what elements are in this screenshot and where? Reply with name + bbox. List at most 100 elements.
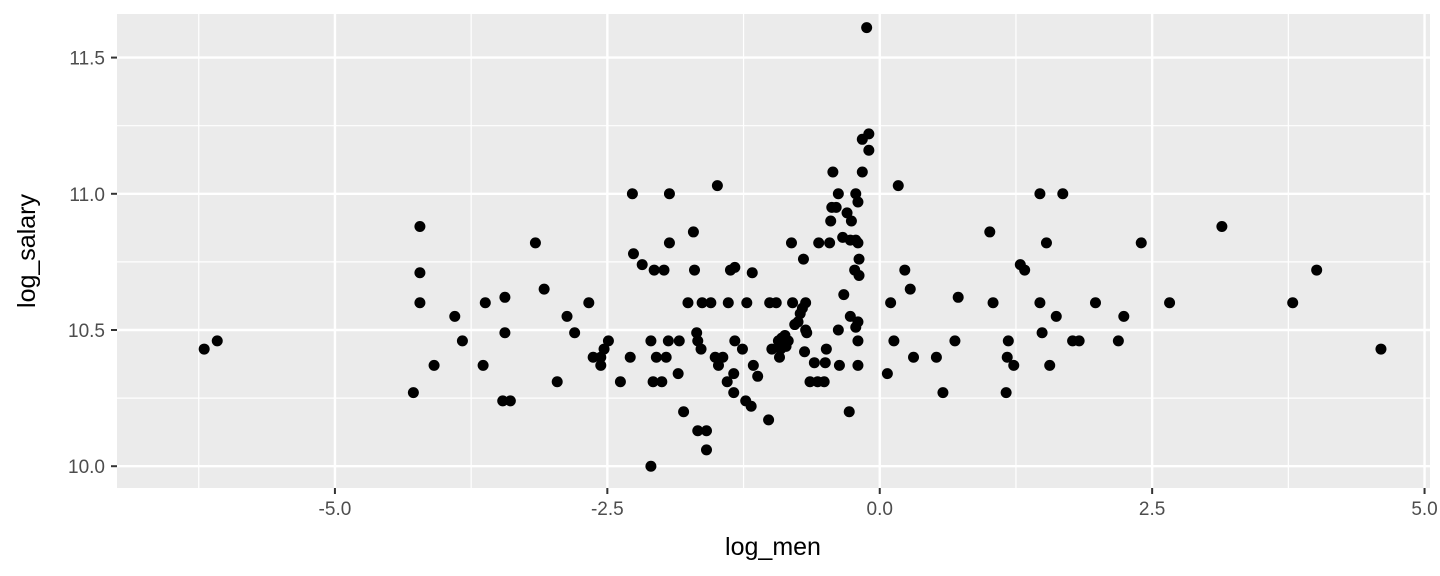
data-point xyxy=(198,343,210,355)
data-point xyxy=(662,335,674,347)
data-point xyxy=(852,359,864,371)
data-point xyxy=(497,395,509,407)
data-point xyxy=(687,226,699,238)
data-point xyxy=(1002,335,1014,347)
data-point xyxy=(1164,297,1176,309)
data-point xyxy=(1008,359,1020,371)
data-point xyxy=(717,351,729,363)
x-tick-label: -5.0 xyxy=(319,499,352,520)
data-point xyxy=(1118,310,1130,322)
data-point xyxy=(852,237,864,249)
data-point xyxy=(1287,297,1299,309)
data-point xyxy=(787,297,799,309)
data-point xyxy=(908,351,920,363)
data-point xyxy=(700,444,712,456)
data-point xyxy=(741,297,753,309)
data-point xyxy=(813,237,825,249)
data-point xyxy=(861,22,873,34)
data-point xyxy=(449,310,461,322)
data-point xyxy=(845,215,857,227)
data-point xyxy=(770,297,782,309)
data-point xyxy=(833,359,845,371)
data-point xyxy=(712,359,724,371)
data-point xyxy=(658,264,670,276)
data-point xyxy=(1040,237,1052,249)
data-point xyxy=(647,376,659,388)
data-point xyxy=(1089,297,1101,309)
data-point xyxy=(746,267,758,279)
data-point xyxy=(827,166,839,178)
data-point xyxy=(673,335,685,347)
data-point xyxy=(692,425,704,437)
data-point xyxy=(479,297,491,309)
data-point xyxy=(1112,335,1124,347)
data-point xyxy=(863,144,875,156)
data-point xyxy=(414,267,426,279)
data-point xyxy=(663,188,675,200)
y-tick-label: 10.5 xyxy=(68,321,105,342)
data-point xyxy=(863,128,875,140)
data-point xyxy=(1375,343,1387,355)
data-point xyxy=(722,297,734,309)
data-point xyxy=(729,261,741,273)
y-tick-label: 10.0 xyxy=(68,457,105,478)
data-point xyxy=(1057,188,1069,200)
data-point xyxy=(407,387,419,399)
x-tick-label: 2.5 xyxy=(1139,499,1165,520)
data-point xyxy=(428,359,440,371)
data-point xyxy=(856,166,868,178)
data-point xyxy=(648,264,660,276)
data-point xyxy=(660,351,672,363)
data-point xyxy=(838,289,850,301)
data-point xyxy=(650,351,662,363)
data-point xyxy=(745,400,757,412)
data-point xyxy=(800,297,812,309)
data-point xyxy=(888,335,900,347)
plot-panel xyxy=(117,14,1430,488)
y-axis-title: log_salary xyxy=(13,194,41,308)
data-point xyxy=(773,351,785,363)
x-tick-label: 5.0 xyxy=(1411,499,1437,520)
x-tick-label: -2.5 xyxy=(591,499,624,520)
data-point xyxy=(711,180,723,192)
x-axis: -5.0 -2.5 0.0 2.5 5.0 xyxy=(319,488,1438,520)
data-point xyxy=(984,226,996,238)
data-point xyxy=(602,335,614,347)
data-point xyxy=(696,297,708,309)
data-point xyxy=(672,368,684,380)
data-point xyxy=(937,387,949,399)
y-tick-label: 11.0 xyxy=(69,185,105,206)
data-point xyxy=(899,264,911,276)
major-gridlines xyxy=(117,14,1430,488)
data-point xyxy=(700,425,712,437)
data-point xyxy=(885,297,897,309)
data-point xyxy=(987,297,999,309)
data-point xyxy=(752,370,764,382)
data-point xyxy=(626,188,638,200)
data-point xyxy=(782,335,794,347)
data-point xyxy=(691,327,703,339)
data-point xyxy=(504,395,516,407)
x-axis-title: log_men xyxy=(725,533,821,561)
data-point xyxy=(763,414,775,426)
data-point xyxy=(852,196,864,208)
data-point xyxy=(689,264,701,276)
y-tick-label: 11.5 xyxy=(69,49,105,70)
data-point xyxy=(414,220,426,232)
data-point xyxy=(1073,335,1085,347)
data-point xyxy=(797,253,809,265)
data-point xyxy=(852,316,864,328)
data-point xyxy=(830,201,842,213)
data-point xyxy=(569,327,581,339)
data-point xyxy=(1311,264,1323,276)
data-point xyxy=(1034,297,1046,309)
data-point xyxy=(892,180,904,192)
data-point xyxy=(819,357,831,369)
data-point xyxy=(595,359,607,371)
data-point xyxy=(843,406,855,418)
data-point xyxy=(728,368,740,380)
data-point xyxy=(736,343,748,355)
data-point xyxy=(1044,359,1056,371)
data-point xyxy=(1019,264,1031,276)
